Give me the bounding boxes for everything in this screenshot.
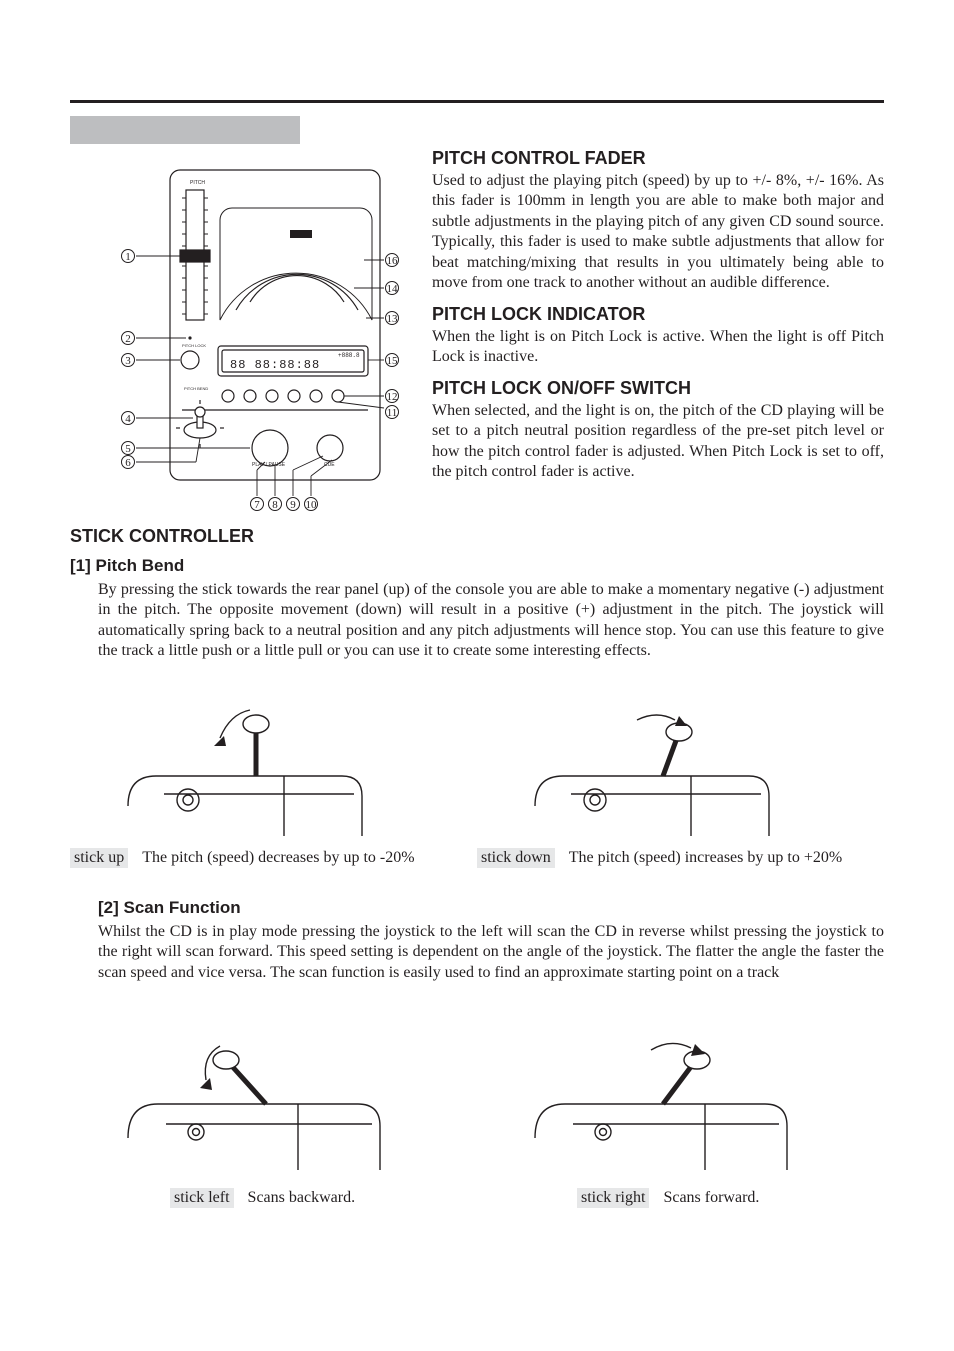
horizontal-rule	[70, 100, 884, 103]
body-pitch-lock-indicator: When the light is on Pitch Lock is activ…	[432, 327, 884, 368]
caption-stick-right: Scans forward.	[663, 1189, 759, 1207]
svg-text:9: 9	[290, 499, 296, 511]
body-pitch-lock-switch: When selected, and the light is on, the …	[432, 401, 884, 483]
svg-text:6: 6	[125, 457, 131, 469]
svg-text:12: 12	[387, 391, 398, 403]
title-highlight-box	[70, 116, 300, 144]
heading-pitch-lock-switch: PITCH LOCK ON/OFF SWITCH	[432, 378, 884, 399]
svg-text:PITCH LOCK: PITCH LOCK	[182, 343, 206, 348]
caption-stick-left: Scans backward.	[248, 1189, 356, 1207]
caption-stick-up: The pitch (speed) decreases by up to -20…	[142, 849, 414, 867]
heading-scan-function: [2] Scan Function	[70, 898, 884, 918]
svg-text:PITCH BEND: PITCH BEND	[184, 386, 208, 391]
body-pitch-control-fader: Used to adjust the playing pitch (speed)…	[432, 171, 884, 294]
svg-text:4: 4	[125, 413, 131, 425]
right-text-column: PITCH CONTROL FADER Used to adjust the p…	[432, 148, 884, 493]
svg-text:15: 15	[387, 355, 399, 367]
caption-stick-down: The pitch (speed) increases by up to +20…	[569, 849, 842, 867]
svg-text:1: 1	[125, 251, 131, 263]
stick-down-diagram	[517, 696, 777, 836]
stick-up-diagram	[110, 696, 370, 836]
svg-text:8: 8	[272, 499, 278, 511]
svg-text:10: 10	[306, 499, 318, 511]
scan-illustrations	[70, 1020, 884, 1170]
svg-text:7: 7	[254, 499, 260, 511]
scan-captions: stick left Scans backward. stick right S…	[70, 1180, 884, 1208]
heading-pitch-lock-indicator: PITCH LOCK INDICATOR	[432, 304, 884, 325]
body-pitch-bend: By pressing the stick towards the rear p…	[70, 580, 884, 672]
svg-text:16: 16	[387, 255, 399, 267]
svg-text:14: 14	[387, 283, 399, 295]
stick-left-diagram	[110, 1020, 390, 1170]
heading-pitch-control-fader: PITCH CONTROL FADER	[432, 148, 884, 169]
lcd-text: 88 88:88:88	[230, 358, 320, 372]
svg-text:13: 13	[387, 313, 399, 325]
svg-text:2: 2	[125, 333, 131, 345]
svg-text:PLAY / PAUSE: PLAY / PAUSE	[252, 462, 286, 468]
label-stick-up: stick up	[70, 848, 128, 868]
heading-pitch-bend: [1] Pitch Bend	[70, 556, 884, 576]
pitch-bend-captions: stick up The pitch (speed) decreases by …	[70, 840, 884, 868]
device-diagram: 88 88:88:88 +888.8 PITCH PITCH LOCK PITC…	[100, 160, 400, 520]
svg-text:5: 5	[125, 443, 131, 455]
svg-text:+888.8: +888.8	[338, 352, 360, 359]
label-stick-right: stick right	[577, 1188, 649, 1208]
body-scan-function: Whilst the CD is in play mode pressing t…	[70, 922, 884, 993]
stick-right-diagram	[517, 1020, 797, 1170]
heading-stick-controller: STICK CONTROLLER	[70, 526, 884, 549]
svg-text:3: 3	[125, 355, 131, 367]
pitch-bend-illustrations	[70, 696, 884, 836]
svg-text:11: 11	[387, 407, 398, 419]
label-stick-left: stick left	[170, 1188, 234, 1208]
label-stick-down: stick down	[477, 848, 555, 868]
svg-text:PITCH: PITCH	[190, 180, 205, 186]
